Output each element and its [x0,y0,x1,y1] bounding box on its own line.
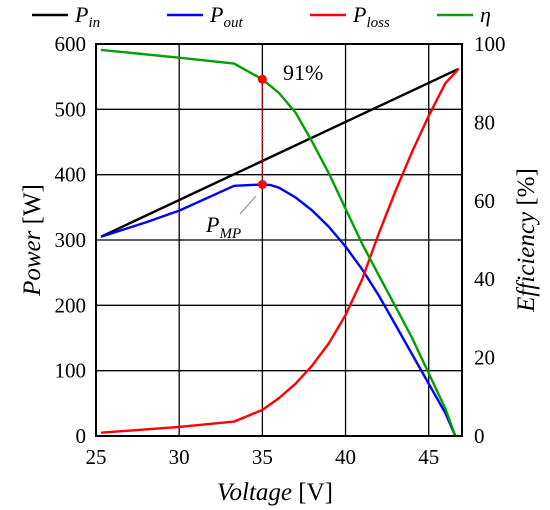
y-left-tick-label: 400 [55,163,87,187]
mpp-annotation-leader [239,195,257,215]
x-tick-labels: 25 30 35 40 45 [86,445,440,469]
y-right-tick-label: 0 [474,424,485,448]
y-left-tick-label: 500 [55,97,87,121]
x-tick-label: 40 [335,445,356,469]
x-axis-title: Voltage [V] [217,479,333,506]
y-left-tick-label: 0 [76,424,87,448]
efficiency-marker [257,74,267,84]
y-left-tick-label: 100 [55,359,87,383]
y-left-tick-label: 200 [55,293,87,317]
efficiency-annotation: 91% [283,60,323,85]
y-left-tick-label: 600 [55,32,87,56]
y-right-axis-title: Efficiency [%] [513,168,540,313]
legend-label: Pout [209,2,243,31]
series-lines [100,48,460,437]
y-right-tick-label: 80 [474,110,495,134]
legend-label: Ploss [352,2,390,31]
mpp-annotation: PMP [205,212,241,242]
y-right-tick-label: 40 [474,267,495,291]
y-right-tick-labels: 0 20 40 60 80 100 [474,32,506,448]
grid [95,43,462,437]
y-left-tick-label: 300 [55,228,87,252]
series-line-eta [100,48,457,437]
x-tick-label: 30 [169,445,190,469]
legend-label: Pin [74,2,100,31]
plot-frame [95,43,463,437]
legend-label: η [480,2,491,27]
x-tick-label: 35 [252,445,273,469]
x-tick-label: 45 [418,445,439,469]
series-line-loss [100,67,460,434]
y-left-axis-title: Power [W] [19,184,46,297]
x-tick-label: 25 [86,445,107,469]
y-left-tick-labels: 0 100 200 300 400 500 600 [55,32,87,448]
mpp-marker [257,179,267,189]
mpp-markers [257,74,267,189]
series-line-in [100,67,460,238]
y-right-tick-label: 60 [474,189,495,213]
series-line-out [100,183,457,437]
y-right-tick-label: 100 [474,32,506,56]
legend: Pin Pout Ploss η [32,2,491,31]
y-right-tick-label: 20 [474,346,495,370]
